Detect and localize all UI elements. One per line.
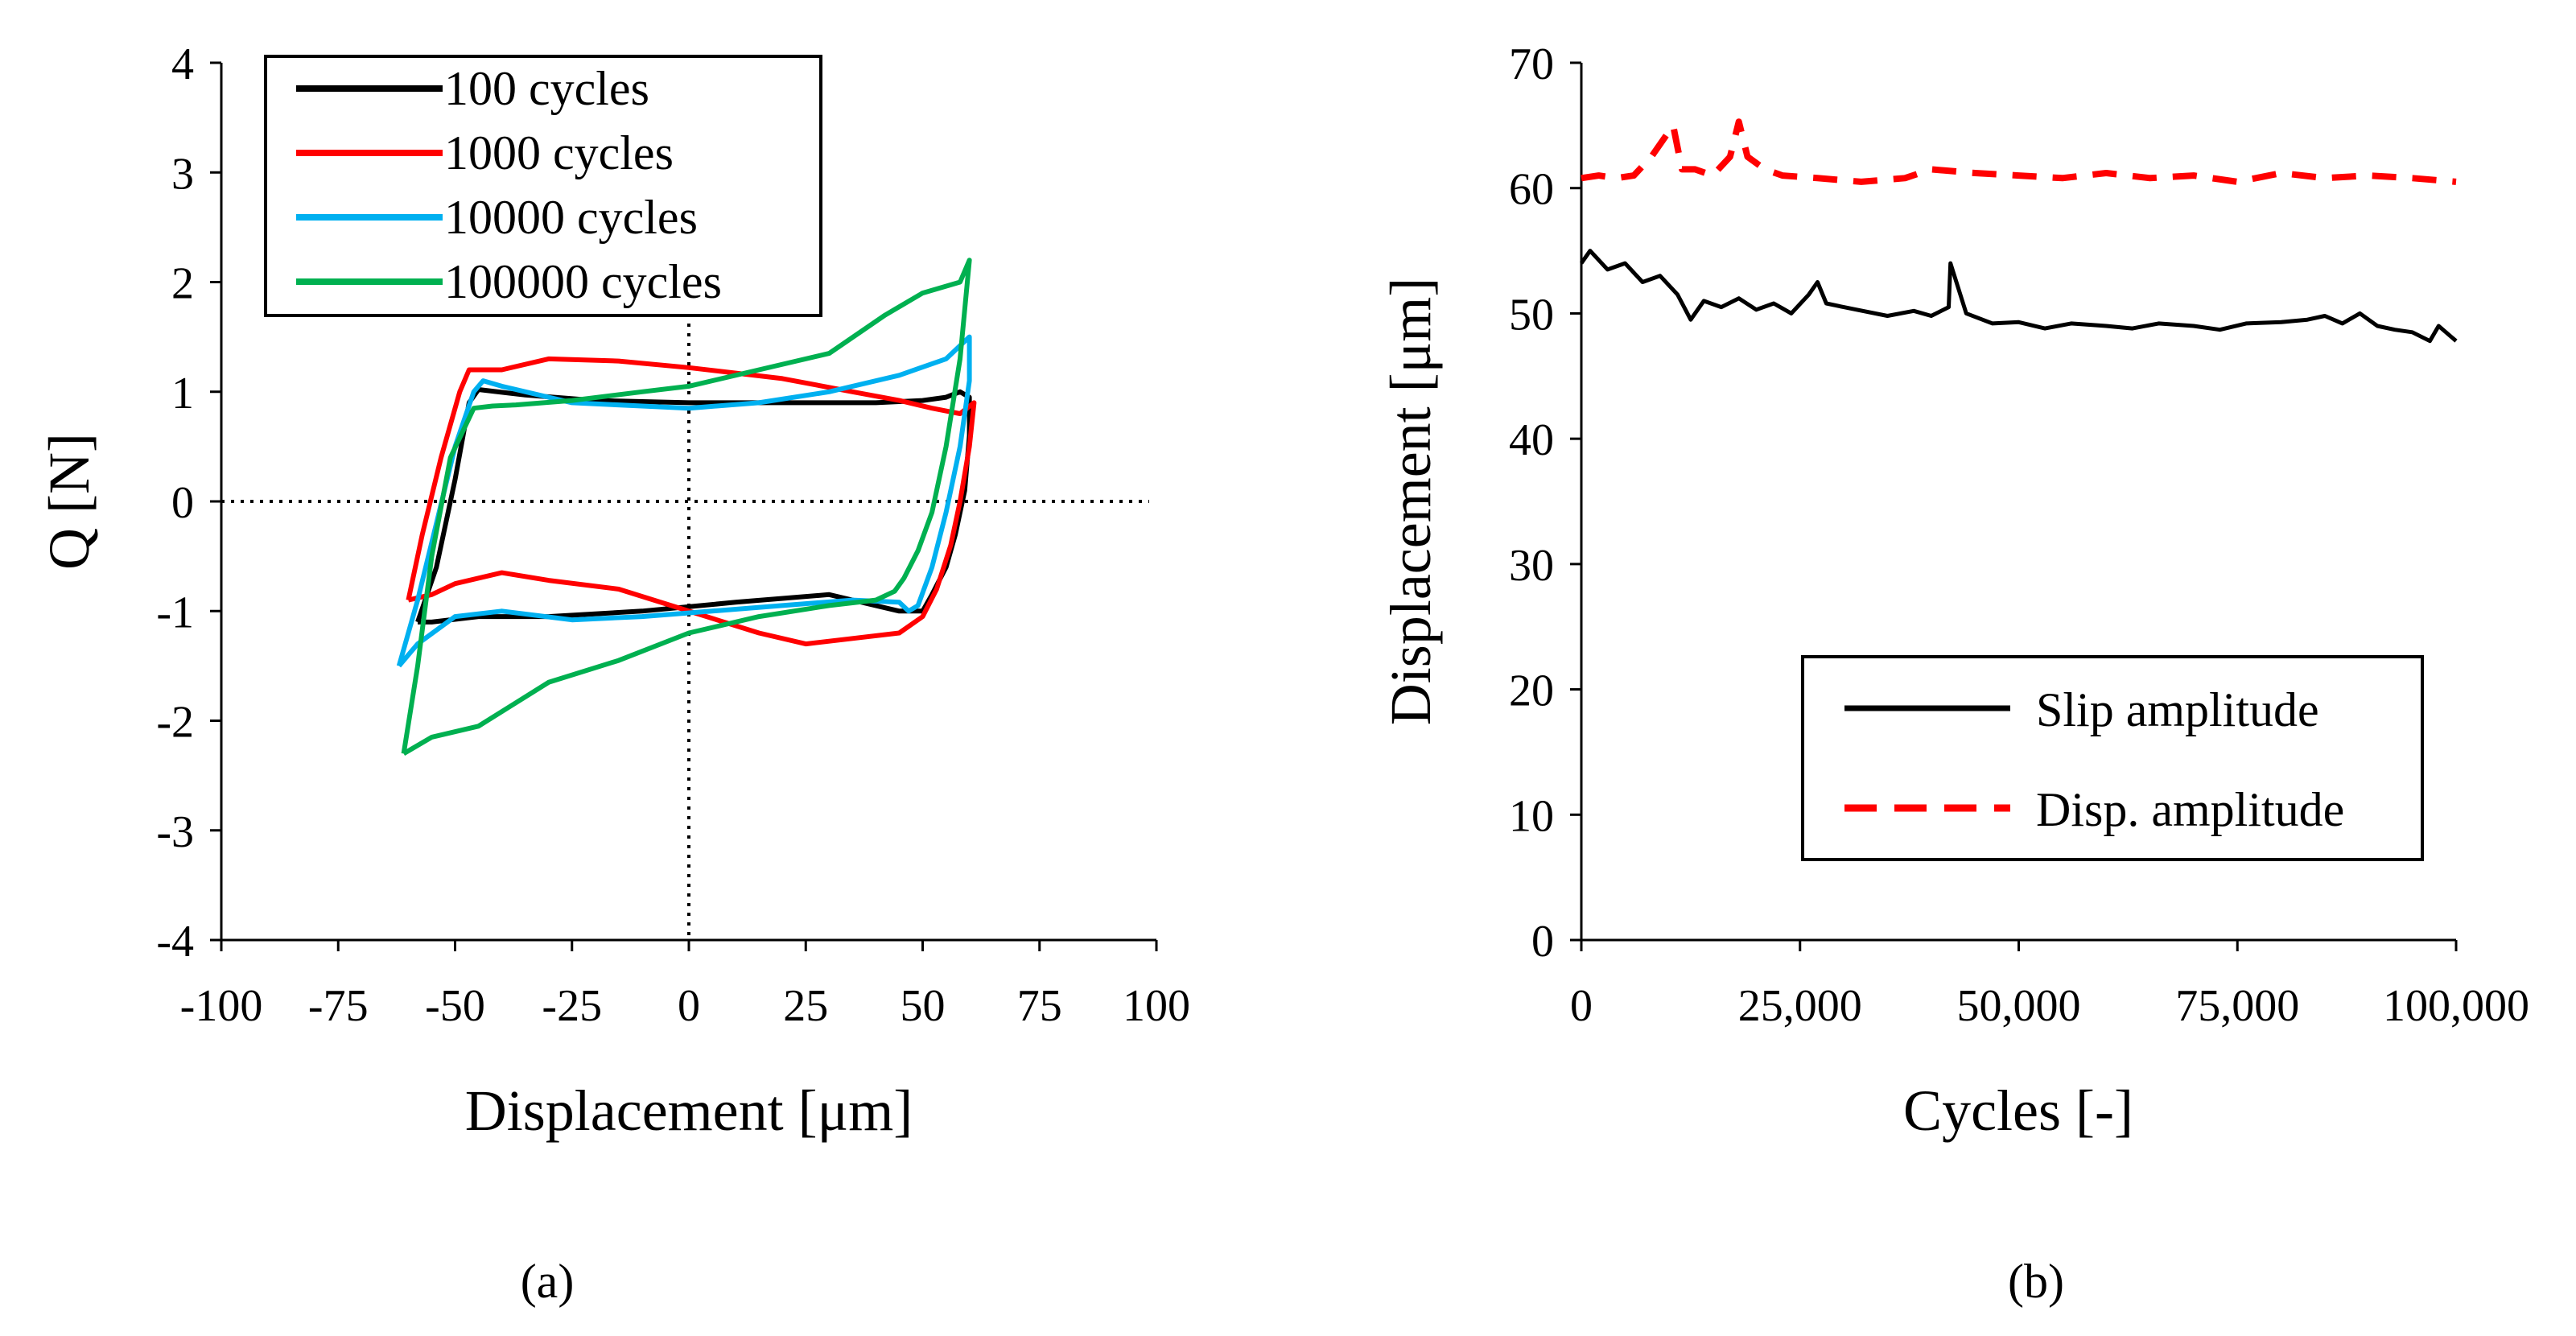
chart-a-ytick-label: 1 — [171, 369, 194, 419]
chart-a-xtick-label: -75 — [308, 981, 369, 1031]
chart-b: 0 25,000 50,000 75,000 100,000 0 10 20 30 40 50 60 7… — [1379, 39, 2529, 1308]
chart-a-ytick-label: 2 — [171, 259, 194, 309]
chart-a-xtick-label: 25 — [783, 981, 828, 1031]
chart-a-legend-label-100: 100 cycles — [444, 62, 649, 115]
chart-b-ytick-label: 20 — [1509, 666, 1554, 716]
chart-a-ticks: -100 -75 -50 -25 0 25 50 75 100 -4 -3 -2 -1 0 1 2 3 4 — [156, 39, 1190, 1031]
chart-a-series-100-cycles — [415, 387, 972, 625]
chart-a-ytick-label: -1 — [156, 588, 194, 637]
chart-a-legend-label-1000: 1000 cycles — [444, 126, 674, 179]
chart-b-legend-box — [1801, 655, 2424, 861]
chart-a-xtick-label: -100 — [180, 981, 263, 1031]
chart-b-legend-label-disp: Disp. amplitude — [2036, 783, 2344, 836]
chart-b-xtick-label: 75,000 — [2175, 981, 2299, 1031]
chart-b-ytick-label: 40 — [1509, 415, 1554, 465]
chart-b-xtick-label: 0 — [1570, 981, 1593, 1031]
chart-b-xtick-label: 25,000 — [1738, 981, 1862, 1031]
chart-a-xtick-label: -50 — [425, 981, 485, 1031]
chart-b-ytick-label: 60 — [1509, 165, 1554, 215]
chart-a-series — [396, 258, 977, 756]
chart-a-ytick-label: -4 — [156, 917, 194, 967]
chart-b-ytick-label: 50 — [1509, 290, 1554, 340]
chart-b-series — [1579, 118, 2458, 344]
chart-a-series-1000-cycles — [406, 356, 977, 647]
chart-a-ytick-label: 3 — [171, 149, 194, 199]
chart-a-legend: 100 cycles 1000 cycles 10000 cycles 1000… — [264, 55, 822, 317]
chart-b-series-disp-amplitude — [1581, 118, 2457, 185]
chart-b-ytick-label: 10 — [1509, 791, 1554, 841]
chart-a-xlabel: Displacement [μm] — [465, 1078, 913, 1143]
chart-b-legend-label-slip: Slip amplitude — [2036, 683, 2319, 736]
chart-a-series-100000-cycles — [401, 258, 972, 756]
chart-a-ytick-label: 0 — [171, 478, 194, 528]
chart-a-ytick-label: -3 — [156, 807, 194, 857]
chart-b-xtick-label: 100,000 — [2383, 981, 2529, 1031]
chart-b-ticks: 0 25,000 50,000 75,000 100,000 0 10 20 30 40 50 60 7… — [1509, 39, 2529, 1031]
chart-a-legend-box — [264, 55, 822, 317]
chart-a-series-10000-cycles — [396, 334, 972, 668]
chart-b-xlabel: Cycles [-] — [1903, 1078, 2133, 1143]
chart-a-ytick-label: -2 — [156, 698, 194, 748]
chart-a-legend-label-100000: 100000 cycles — [444, 255, 722, 308]
chart-a-ylabel: Q [N] — [37, 433, 101, 570]
chart-a-legend-label-10000: 10000 cycles — [444, 191, 698, 244]
chart-b-xtick-label: 50,000 — [1957, 981, 2081, 1031]
chart-b-ytick-label: 70 — [1509, 39, 1554, 89]
chart-a-xtick-label: 50 — [901, 981, 946, 1031]
chart-a-panel-label: (a) — [521, 1255, 575, 1308]
chart-a-xtick-label: 100 — [1123, 981, 1190, 1031]
chart-a-ytick-label: 4 — [171, 39, 194, 89]
chart-b-ytick-label: 0 — [1531, 917, 1554, 967]
chart-b-ylabel: Displacement [μm] — [1379, 278, 1443, 725]
chart-a-xtick-label: -25 — [542, 981, 602, 1031]
chart-a: -100 -75 -50 -25 0 25 50 75 100 -4 -3 -2 -1 0 1 2 3 4 Dis… — [37, 39, 1190, 1308]
chart-b-panel-label: (b) — [2008, 1255, 2064, 1308]
chart-b-series-slip-amplitude — [1579, 249, 2458, 344]
chart-a-xtick-label: 0 — [678, 981, 700, 1031]
chart-a-xtick-label: 75 — [1017, 981, 1062, 1031]
chart-b-legend: Slip amplitude Disp. amplitude — [1801, 655, 2424, 861]
chart-b-ytick-label: 30 — [1509, 541, 1554, 591]
